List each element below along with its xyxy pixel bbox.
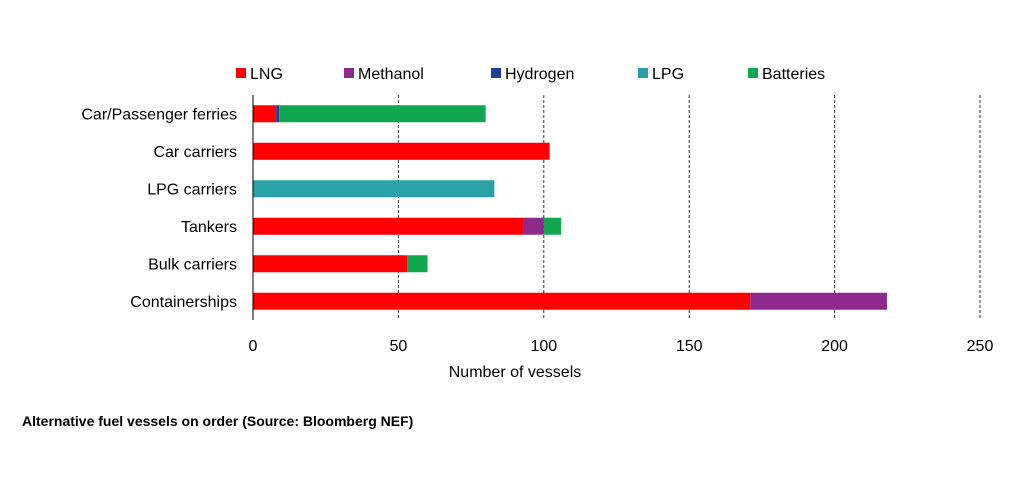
bar-segment-lng (253, 105, 277, 123)
bar-segment-lpg (253, 180, 495, 198)
category-label: Tankers (181, 219, 237, 236)
x-tick-label: 100 (530, 338, 557, 355)
legend-label: LPG (652, 66, 684, 83)
bar-segment-methanol (523, 217, 544, 235)
bar-segment-batteries (407, 255, 428, 273)
x-axis-label: Number of vessels (449, 364, 582, 381)
category-label: LPG carriers (147, 181, 237, 198)
bar-segment-lng (253, 292, 751, 310)
x-tick-label: 250 (967, 338, 994, 355)
bar-segment-batteries (279, 105, 486, 123)
bar-segment-hydrogen (276, 105, 280, 123)
legend-swatch (638, 68, 648, 78)
x-tick-label: 200 (821, 338, 848, 355)
category-label: Car/Passenger ferries (81, 106, 237, 123)
chart: LNG Methanol Hydrogen LPG Batteries Car/Pass… (81, 66, 994, 381)
category-label: Containerships (130, 294, 237, 311)
x-tick-label: 0 (249, 338, 258, 355)
bar-segment-lng (253, 142, 550, 160)
gridlines (397, 95, 981, 320)
legend-swatch (491, 68, 501, 78)
category-labels: Car/Passenger ferries Car carriers LPG car… (81, 106, 237, 311)
legend-swatch (344, 68, 354, 78)
legend: LNG Methanol Hydrogen LPG Batteries (236, 66, 825, 83)
legend-label: Methanol (358, 66, 424, 83)
bar-segment-lng (253, 255, 408, 273)
bar-segment-lng (253, 217, 524, 235)
bar-segment-methanol (750, 292, 887, 310)
legend-label: Hydrogen (505, 66, 574, 83)
x-tick-labels: 0 50 100 150 200 250 (249, 338, 994, 355)
x-tick-label: 150 (676, 338, 703, 355)
legend-label: LNG (250, 66, 283, 83)
bar-segment-batteries (543, 217, 562, 235)
figure-caption: Alternative fuel vessels on order (Sourc… (22, 413, 414, 429)
legend-swatch (748, 68, 758, 78)
category-label: Car carriers (153, 144, 237, 161)
bars (253, 105, 887, 310)
x-tick-label: 50 (390, 338, 408, 355)
legend-swatch (236, 68, 246, 78)
category-label: Bulk carriers (148, 256, 237, 273)
legend-label: Batteries (762, 66, 825, 83)
